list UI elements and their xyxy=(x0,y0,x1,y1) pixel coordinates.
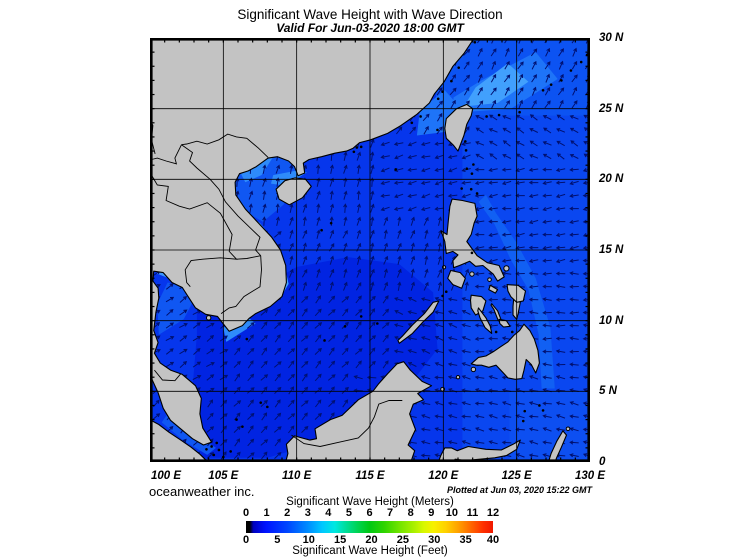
land-borneo xyxy=(285,361,433,462)
lon-label: 105 E xyxy=(208,470,239,482)
branding-text: oceanweather inc. xyxy=(149,484,255,499)
land-halmahera xyxy=(547,430,568,462)
meters-tick: 10 xyxy=(445,507,458,519)
feet-tick: 30 xyxy=(428,534,441,546)
lon-label: 110 E xyxy=(282,470,312,482)
meters-tick: 7 xyxy=(387,507,394,519)
lat-label: 0 xyxy=(599,456,606,468)
meters-tick: 8 xyxy=(407,507,414,519)
map-frame xyxy=(149,37,590,462)
legend-meters-label: Significant Wave Height (Meters) xyxy=(286,496,454,508)
meters-tick: 5 xyxy=(345,507,352,519)
lon-label: 100 E xyxy=(150,470,182,482)
lon-label: 120 E xyxy=(428,470,459,482)
meters-tick: 3 xyxy=(304,507,311,519)
lat-label: 15 N xyxy=(599,244,624,256)
lat-label: 5 N xyxy=(599,385,617,398)
feet-tick: 40 xyxy=(486,534,500,546)
feet-tick: 35 xyxy=(459,534,472,546)
meters-tick: 11 xyxy=(466,507,479,519)
graticule xyxy=(150,38,590,462)
map-area xyxy=(149,37,590,462)
meters-tick: 6 xyxy=(366,507,373,519)
small-islands xyxy=(205,38,589,459)
lat-label: 20 N xyxy=(599,173,624,186)
land-taiwan xyxy=(444,103,474,152)
land-layer xyxy=(150,38,571,462)
legend-feet-label: Significant Wave Height (Feet) xyxy=(292,545,448,557)
chart-subtitle: Valid For Jun-03-2020 18:00 GMT xyxy=(276,21,464,35)
land-sumatra xyxy=(150,419,208,462)
map-layers xyxy=(150,38,590,462)
land-mainland-asia xyxy=(150,38,474,446)
meters-tick: 9 xyxy=(428,507,435,519)
lon-label: 130 E xyxy=(574,470,606,482)
feet-tick: 15 xyxy=(333,534,347,546)
meters-tick: 12 xyxy=(486,507,500,519)
map-svg xyxy=(149,37,590,462)
lon-label: 115 E xyxy=(355,470,385,482)
feet-tick: 20 xyxy=(365,534,378,546)
land-mindoro xyxy=(447,269,466,289)
feet-tick: 10 xyxy=(302,534,315,546)
chart-title: Significant Wave Height with Wave Direct… xyxy=(237,7,503,22)
lat-label: 10 N xyxy=(599,314,624,327)
land-hainan xyxy=(275,177,312,206)
feet-tick: 0 xyxy=(242,534,250,546)
lon-label: 125 E xyxy=(501,470,532,482)
meters-tick: 4 xyxy=(325,507,332,519)
feet-tick: 25 xyxy=(396,534,409,546)
legend-colorbar xyxy=(246,521,493,533)
meters-tick: 0 xyxy=(242,507,250,519)
feet-tick: 5 xyxy=(274,534,281,546)
lat-label: 30 N xyxy=(599,32,624,44)
lat-label: 25 N xyxy=(599,102,624,115)
meters-tick: 2 xyxy=(284,507,291,519)
land-masbate xyxy=(488,284,499,294)
land-palawan xyxy=(397,300,440,344)
meters-tick: 1 xyxy=(263,507,270,519)
plotted-timestamp: Plotted at Jun 03, 2020 15:22 GMT xyxy=(446,485,592,495)
land-mindanao xyxy=(470,323,540,380)
